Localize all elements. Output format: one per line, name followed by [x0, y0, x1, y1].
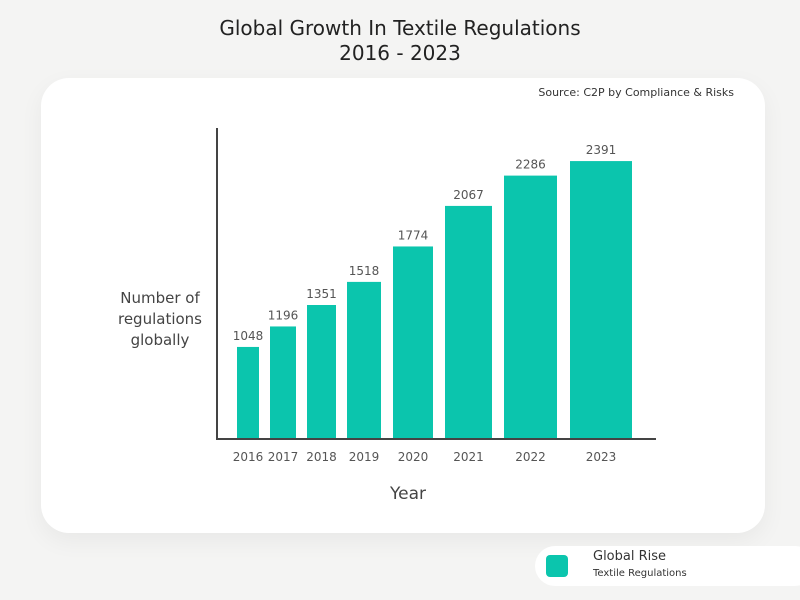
x-axis-label: Year [390, 484, 426, 504]
bar-2019 [347, 281, 381, 438]
bar-2020 [393, 246, 433, 438]
data-label-2018: 1351 [306, 287, 337, 301]
data-label-2023: 2391 [586, 143, 617, 157]
subtitle-line: 2016 - 2023 [339, 41, 461, 65]
title-line: Global Growth In Textile Regulations [219, 16, 581, 40]
bar-2022 [504, 175, 557, 438]
data-label-2020: 1774 [398, 228, 429, 242]
bar-2023 [570, 161, 632, 438]
x-tick-2020: 2020 [398, 450, 429, 464]
x-tick-2017: 2017 [268, 450, 299, 464]
y-axis-label: Number of regulations globally [117, 289, 202, 349]
legend-subtitle: Textile Regulations [593, 568, 687, 579]
x-tick-2019: 2019 [349, 450, 380, 464]
legend-title: Global Rise [593, 549, 667, 564]
chart-title: Global Growth In Textile Regulations 201… [0, 16, 800, 66]
source-note: Source: C2P by Compliance & Risks [538, 86, 734, 99]
data-label-2021: 2067 [453, 188, 484, 202]
x-tick-2021: 2021 [453, 450, 484, 464]
bar-2017 [270, 326, 296, 438]
data-label-2019: 1518 [349, 264, 380, 278]
data-label-2022: 2286 [515, 158, 546, 172]
x-tick-2023: 2023 [586, 450, 617, 464]
x-tick-2016: 2016 [233, 450, 264, 464]
data-label-2017: 1196 [268, 308, 299, 322]
x-tick-2018: 2018 [306, 450, 337, 464]
bar-2018 [307, 305, 336, 438]
legend: Global Rise Textile Regulations [535, 546, 800, 586]
bar-2016 [237, 346, 259, 438]
x-tick-2022: 2022 [515, 450, 546, 464]
legend-swatch [546, 555, 568, 577]
data-label-2016: 1048 [233, 329, 264, 343]
bar-2021 [445, 205, 492, 438]
